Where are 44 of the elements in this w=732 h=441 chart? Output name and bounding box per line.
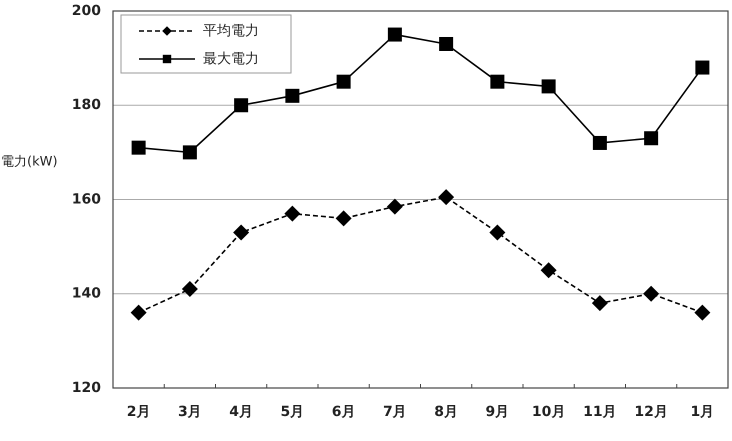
point — [540, 262, 557, 278]
point — [694, 304, 710, 321]
y-tick-label: 180 — [72, 97, 102, 114]
x-tick-label: 3月 — [178, 404, 202, 420]
point — [592, 295, 608, 312]
y-tick-label: 160 — [72, 191, 102, 208]
point — [439, 36, 454, 51]
point — [233, 224, 250, 240]
point — [182, 145, 197, 160]
x-tick-label: 2月 — [126, 404, 150, 420]
x-tick-label: 6月 — [332, 404, 356, 420]
legend-label: 平均電力 — [203, 22, 259, 39]
x-tick-label: 12月 — [634, 404, 668, 420]
x-tick-label: 9月 — [486, 404, 510, 420]
point — [542, 79, 556, 94]
point — [695, 60, 710, 75]
x-tick-label: 5月 — [280, 404, 304, 420]
y-tick-label: 200 — [72, 2, 102, 19]
x-tick-label: 7月 — [383, 404, 407, 420]
point — [284, 206, 300, 222]
x-tick-label: 11月 — [583, 404, 617, 420]
y-axis-title: 電力(kW) — [1, 154, 58, 170]
point — [130, 304, 147, 321]
point — [386, 198, 403, 215]
x-tick-label: 1月 — [690, 404, 714, 420]
point — [438, 189, 454, 206]
y-tick-label: 140 — [72, 286, 102, 302]
point — [182, 281, 198, 298]
point — [643, 286, 660, 302]
x-tick-label: 4月 — [229, 404, 253, 420]
point — [336, 74, 351, 89]
point — [489, 224, 506, 240]
point — [490, 74, 504, 89]
x-tick-label: 10月 — [532, 404, 566, 420]
point — [336, 210, 352, 226]
point — [285, 88, 300, 103]
point — [644, 131, 658, 146]
point — [388, 28, 402, 42]
point — [132, 140, 146, 155]
point — [234, 98, 248, 112]
y-tick-label: 120 — [72, 380, 102, 396]
x-tick-label: 8月 — [434, 404, 458, 420]
point — [592, 136, 607, 150]
legend-label: 最大電力 — [203, 50, 259, 67]
